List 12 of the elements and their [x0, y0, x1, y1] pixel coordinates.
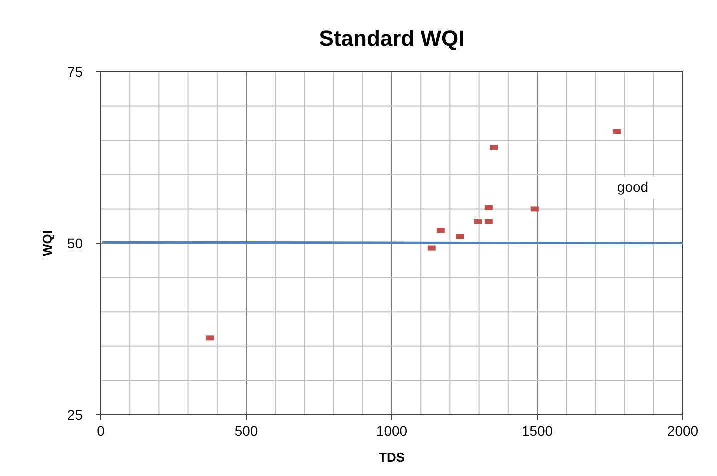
y-tick-label: 50	[67, 236, 84, 252]
x-tick-label: 2000	[667, 423, 699, 439]
y-tick-label: 75	[67, 64, 84, 80]
x-tick-label: 1500	[522, 423, 554, 439]
x-tick-label: 500	[234, 423, 258, 439]
x-tick-label: 1000	[376, 423, 408, 439]
x-axis-title: TDS	[379, 450, 406, 465]
y-axis-title: WQI	[40, 230, 55, 256]
x-tick-label: 0	[97, 423, 106, 439]
annotation: good	[617, 179, 649, 195]
y-tick-label: 25	[67, 407, 84, 423]
chart-title: Standard WQI	[319, 26, 465, 51]
